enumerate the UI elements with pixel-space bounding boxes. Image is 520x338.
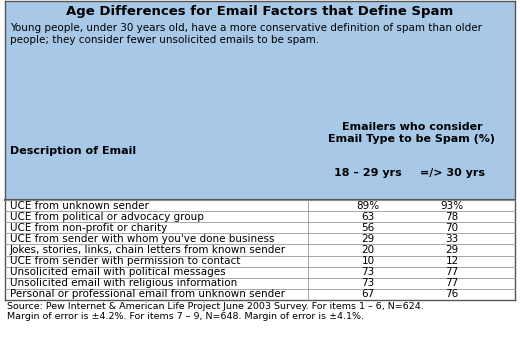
Text: Jokes, stories, links, chain letters from known sender: Jokes, stories, links, chain letters fro… — [10, 245, 286, 255]
Text: UCE from unknown sender: UCE from unknown sender — [10, 200, 149, 211]
Text: UCE from political or advocacy group: UCE from political or advocacy group — [10, 212, 204, 222]
Bar — [5, 222, 515, 233]
Text: 10: 10 — [361, 256, 374, 266]
Text: 77: 77 — [445, 267, 459, 277]
Text: 73: 73 — [361, 267, 374, 277]
Text: Unsolicited email with political messages: Unsolicited email with political message… — [10, 267, 226, 277]
Text: Young people, under 30 years old, have a more conservative definition of spam th: Young people, under 30 years old, have a… — [10, 23, 482, 45]
Text: 67: 67 — [361, 289, 374, 299]
Bar — [5, 244, 515, 256]
Bar — [5, 1, 515, 200]
Text: =/> 30 yrs: =/> 30 yrs — [420, 168, 485, 178]
Text: 12: 12 — [445, 256, 459, 266]
Bar — [5, 256, 515, 267]
Bar — [5, 211, 515, 222]
Text: 20: 20 — [361, 245, 374, 255]
Text: Description of Email: Description of Email — [10, 146, 136, 156]
Bar — [5, 289, 515, 300]
Text: UCE from sender with permission to contact: UCE from sender with permission to conta… — [10, 256, 240, 266]
Text: 18 – 29 yrs: 18 – 29 yrs — [334, 168, 402, 178]
Text: 89%: 89% — [356, 200, 380, 211]
Text: 29: 29 — [445, 245, 459, 255]
Bar — [5, 200, 515, 211]
Text: Unsolicited email with religious information: Unsolicited email with religious informa… — [10, 278, 237, 288]
Text: Personal or professional email from unknown sender: Personal or professional email from unkn… — [10, 289, 285, 299]
Bar — [5, 278, 515, 289]
Text: Emailers who consider
Email Type to be Spam (%): Emailers who consider Email Type to be S… — [329, 122, 496, 144]
Text: 76: 76 — [445, 289, 459, 299]
Text: UCE from sender with whom you've done business: UCE from sender with whom you've done bu… — [10, 234, 275, 244]
Text: 77: 77 — [445, 278, 459, 288]
Text: Age Differences for Email Factors that Define Spam: Age Differences for Email Factors that D… — [67, 5, 453, 18]
Text: 33: 33 — [445, 234, 459, 244]
Bar — [5, 267, 515, 278]
Text: 78: 78 — [445, 212, 459, 222]
Text: 63: 63 — [361, 212, 374, 222]
Text: 29: 29 — [361, 234, 374, 244]
Text: 73: 73 — [361, 278, 374, 288]
Text: Source: Pew Internet & American Life Project June 2003 Survey. For items 1 – 6, : Source: Pew Internet & American Life Pro… — [7, 302, 424, 321]
Bar — [5, 233, 515, 244]
Text: 56: 56 — [361, 223, 374, 233]
Text: UCE from non-profit or charity: UCE from non-profit or charity — [10, 223, 167, 233]
Text: 70: 70 — [446, 223, 459, 233]
Text: 93%: 93% — [440, 200, 463, 211]
